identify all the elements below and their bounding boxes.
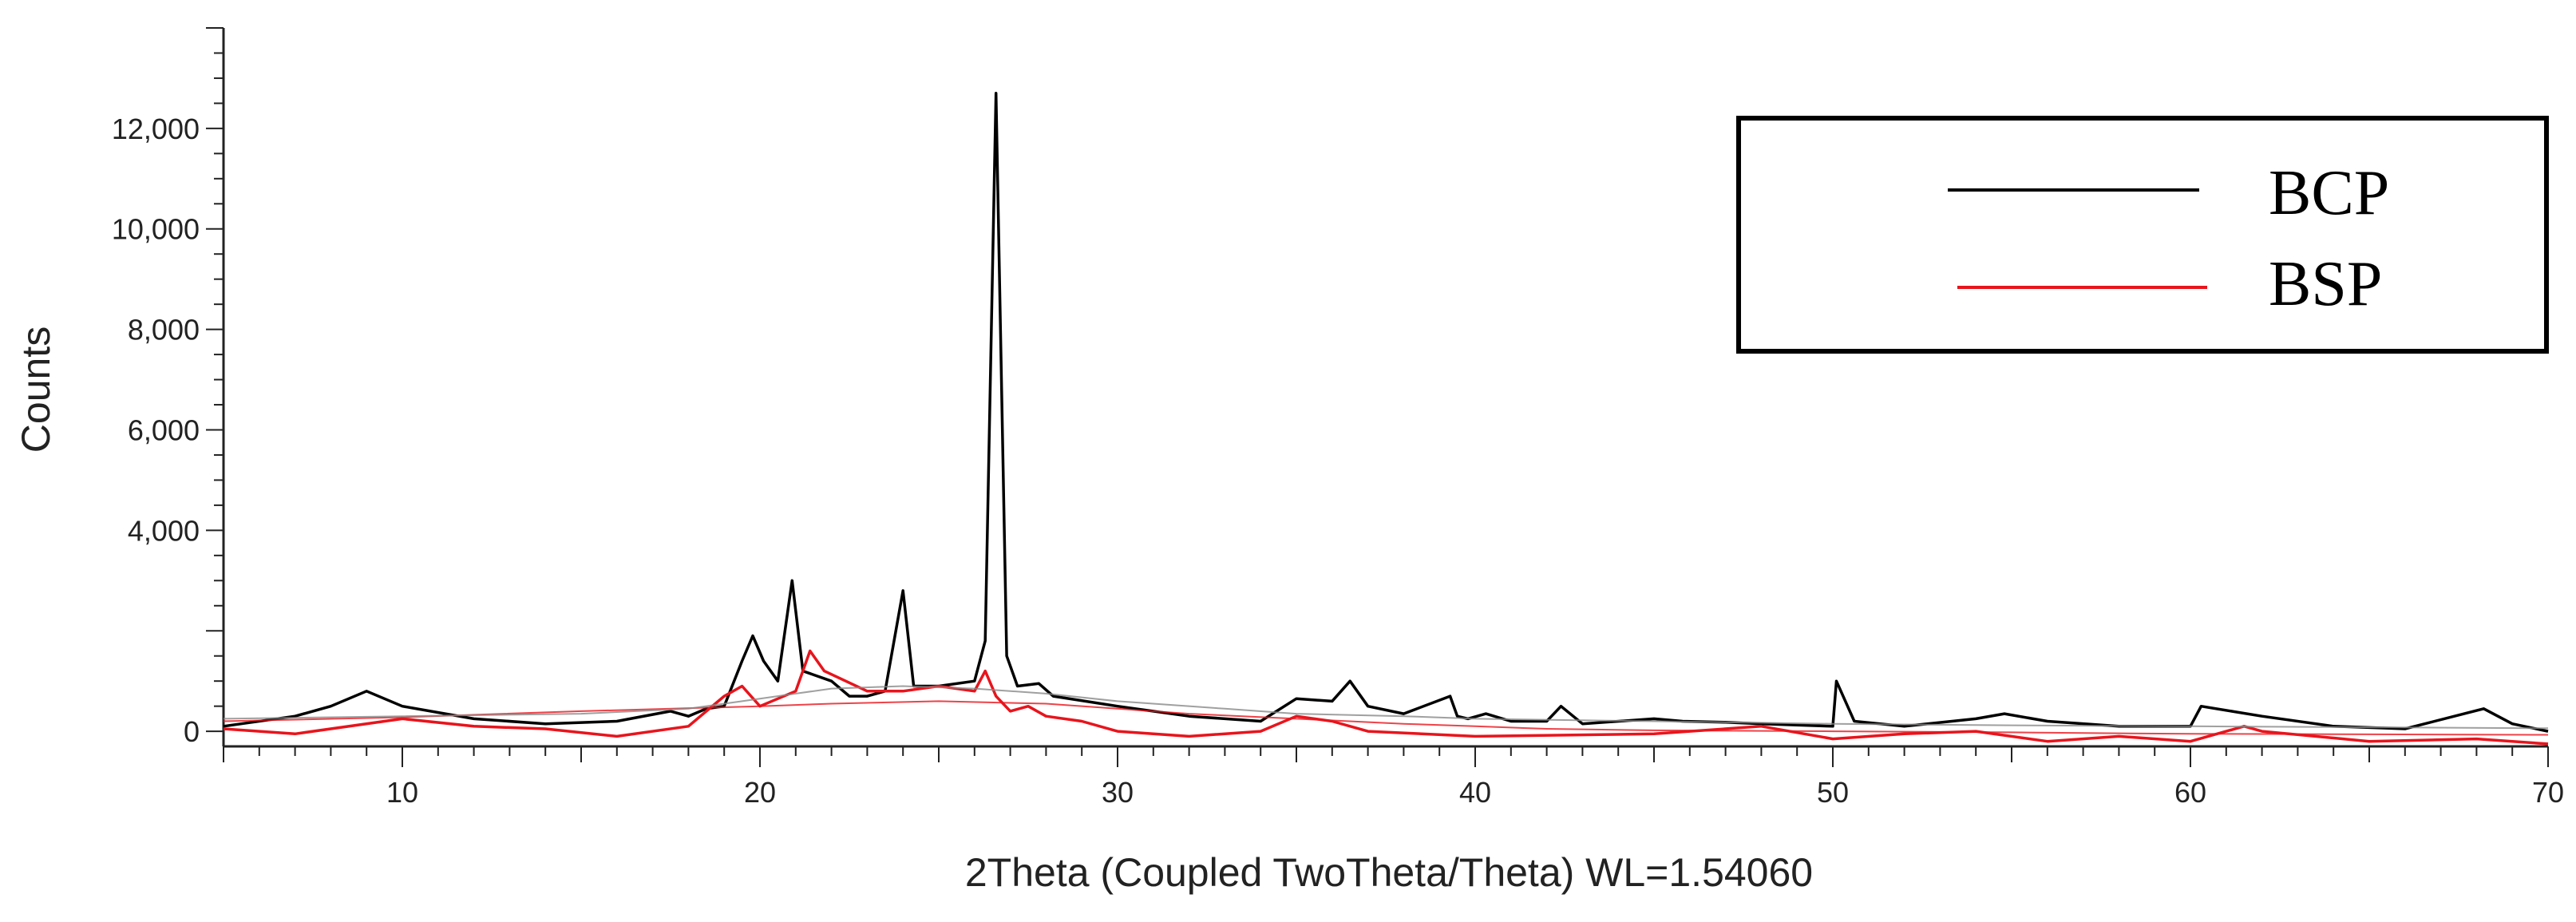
x-tick-label: 30 — [1102, 776, 1134, 809]
x-tick-label: 50 — [1817, 776, 1849, 809]
background-curve-2 — [223, 700, 2549, 736]
legend-label-bsp: BSP — [2269, 249, 2382, 319]
axes — [222, 28, 2548, 748]
x-tick-label: 40 — [1459, 776, 1491, 809]
tick-marks: 10 20 30 40 50 60 70 0 4,000 6,000 8,000 10,000 12,0… — [112, 27, 2564, 809]
background-curve-3 — [223, 685, 2549, 730]
x-tick-label: 10 — [386, 776, 418, 809]
series-layer — [223, 92, 2549, 746]
y-tick-label: 6,000 — [128, 414, 200, 446]
y-tick-label: 0 — [184, 715, 200, 748]
x-tick-label: 70 — [2532, 776, 2564, 809]
y-tick-label: 12,000 — [112, 113, 200, 145]
y-axis-title: Counts — [14, 326, 58, 453]
y-tick-label: 4,000 — [128, 514, 200, 547]
legend: BCP BSP — [1736, 116, 2549, 354]
y-tick-label: 10,000 — [112, 213, 200, 246]
x-tick-label: 20 — [744, 776, 776, 809]
legend-label-bcp: BCP — [2269, 158, 2389, 228]
series-line-bsp — [223, 649, 2549, 746]
x-axis-title: 2Theta (Coupled TwoTheta/Theta) WL=1.540… — [965, 850, 1813, 895]
y-tick-label: 8,000 — [128, 314, 200, 346]
x-tick-label: 60 — [2174, 776, 2206, 809]
series-line-bcp — [223, 92, 2549, 733]
legend-box — [1736, 116, 2549, 354]
